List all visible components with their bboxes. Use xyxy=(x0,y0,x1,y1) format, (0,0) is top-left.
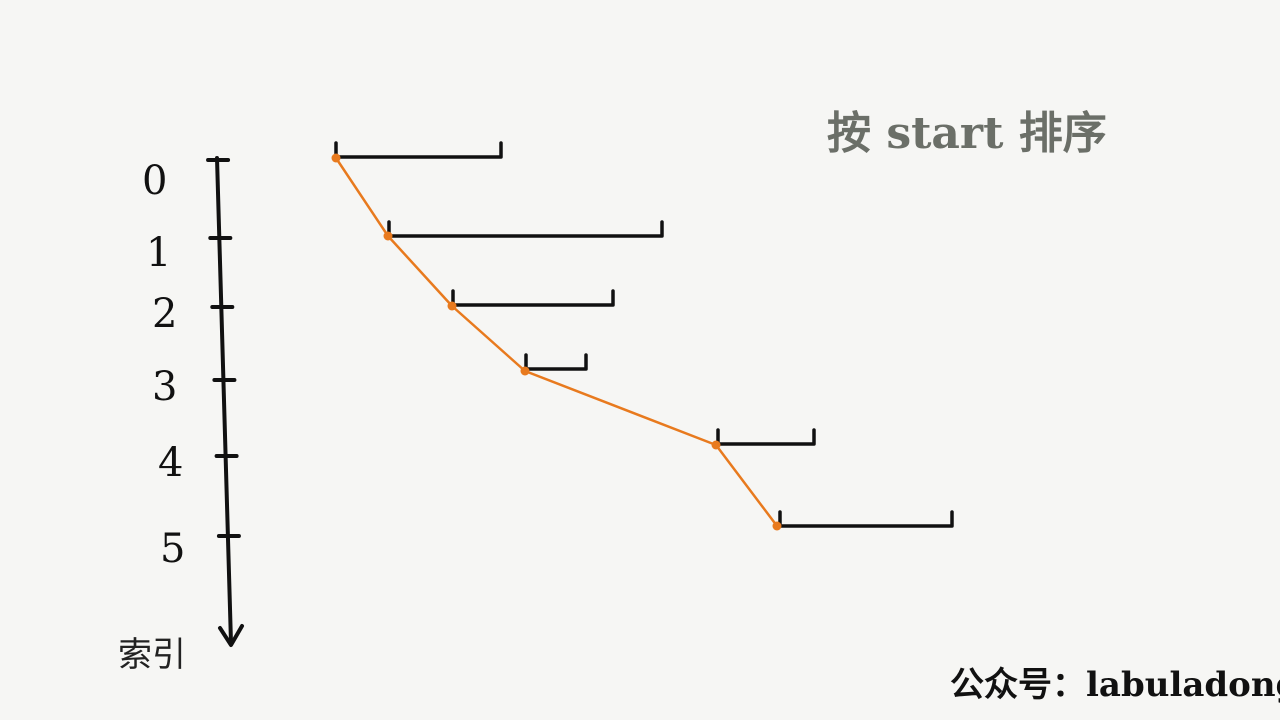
axis-label: 索引 xyxy=(118,635,186,675)
start-path-line xyxy=(334,157,778,527)
interval-bracket-5 xyxy=(778,510,954,528)
interval-1 xyxy=(387,220,664,238)
start-point-4 xyxy=(711,440,721,450)
interval-segments xyxy=(334,141,954,528)
interval-4 xyxy=(716,428,816,446)
interval-bracket-4 xyxy=(716,428,816,446)
index-label-4: 4 xyxy=(158,440,183,486)
interval-bracket-1 xyxy=(387,220,664,238)
start-point-path xyxy=(331,153,782,531)
index-label-1: 1 xyxy=(146,230,171,276)
index-label-5: 5 xyxy=(160,526,185,572)
interval-2 xyxy=(451,289,615,307)
index-axis: 0 1 2 3 4 5 索引 xyxy=(118,156,244,675)
axis-arrowhead xyxy=(218,624,244,647)
axis-ticks xyxy=(206,158,241,538)
index-label-0: 0 xyxy=(142,158,167,204)
interval-5 xyxy=(778,510,954,528)
start-point-5 xyxy=(772,521,782,531)
interval-bracket-3 xyxy=(524,353,588,371)
start-point-2 xyxy=(447,301,457,311)
interval-0 xyxy=(334,141,503,159)
index-label-2: 2 xyxy=(152,291,177,337)
axis-line xyxy=(215,156,233,645)
start-point-1 xyxy=(383,231,393,241)
interval-3 xyxy=(524,353,588,371)
index-label-3: 3 xyxy=(152,364,177,410)
interval-bracket-0 xyxy=(334,141,503,159)
interval-bracket-2 xyxy=(451,289,615,307)
start-point-3 xyxy=(520,366,530,376)
start-point-0 xyxy=(331,153,341,163)
axis-numbers: 0 1 2 3 4 5 xyxy=(142,158,185,572)
credit-text: 公众号：labuladong xyxy=(950,665,1280,705)
diagram-title: 按 start 排序 xyxy=(827,108,1107,159)
